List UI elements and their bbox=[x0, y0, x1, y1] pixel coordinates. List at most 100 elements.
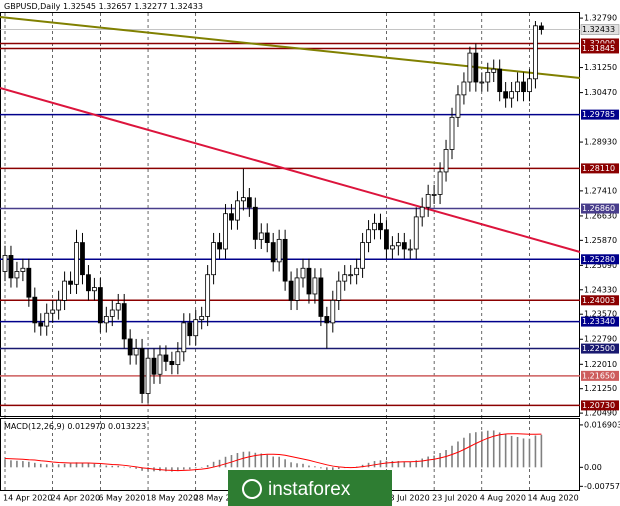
macd-bar bbox=[433, 455, 435, 468]
signal-line bbox=[4, 433, 542, 472]
candle-body bbox=[38, 322, 44, 327]
candle-body bbox=[193, 319, 199, 337]
level-tag bbox=[581, 343, 619, 354]
candle-body bbox=[515, 81, 520, 93]
macd-bar bbox=[28, 461, 30, 468]
candle-body bbox=[431, 194, 437, 196]
level-label: 1.24003 bbox=[582, 296, 615, 305]
y-tick-label: 1.22010 bbox=[584, 360, 617, 369]
candle-body bbox=[235, 200, 240, 221]
candle-body bbox=[14, 271, 20, 279]
x-tick-label: 4 Aug 2020 bbox=[480, 494, 526, 503]
candle-body bbox=[8, 255, 14, 279]
x-tick-label: 6 May 2020 bbox=[98, 494, 145, 503]
macd-bar bbox=[463, 437, 465, 468]
candle-body bbox=[282, 238, 288, 282]
macd-bar bbox=[177, 467, 179, 472]
candle-body bbox=[240, 197, 246, 202]
macd-bar bbox=[314, 466, 316, 468]
candle-body bbox=[80, 242, 85, 276]
candle-body bbox=[467, 52, 473, 83]
macd-bar bbox=[39, 463, 42, 468]
y-tick-label: 1.26630 bbox=[584, 211, 617, 220]
macd-bar bbox=[421, 458, 423, 468]
candles bbox=[2, 20, 544, 404]
macd-bar bbox=[165, 467, 167, 472]
macd-bar bbox=[278, 456, 280, 468]
x-tick-label: 24 Apr 2020 bbox=[51, 494, 100, 503]
macd-bar bbox=[93, 463, 96, 468]
macd-bar bbox=[123, 466, 125, 468]
candle-body bbox=[348, 274, 354, 277]
macd-bar bbox=[188, 467, 191, 470]
macd-bar bbox=[99, 465, 102, 468]
macd-bar bbox=[51, 464, 54, 468]
y-tick-label: 1.25090 bbox=[584, 261, 617, 270]
candle-body bbox=[300, 267, 306, 279]
level-tag bbox=[581, 370, 619, 381]
macd-bar bbox=[492, 430, 495, 468]
ohlc-open: 1.32545 bbox=[63, 2, 96, 11]
macd-bar bbox=[45, 464, 48, 468]
level-tag bbox=[581, 400, 619, 411]
candle-body bbox=[294, 277, 300, 301]
candle-body bbox=[145, 357, 151, 394]
level-label: 1.25280 bbox=[582, 255, 615, 264]
candle-body bbox=[533, 25, 538, 80]
level-label: 1.28110 bbox=[582, 164, 615, 173]
candle-body bbox=[270, 242, 276, 263]
x-tick-label: 28 May 2020 bbox=[194, 494, 246, 503]
macd-bar bbox=[248, 451, 251, 468]
candle-body bbox=[109, 309, 115, 317]
candle-body bbox=[103, 316, 109, 324]
macd-bar bbox=[540, 434, 543, 468]
candle-body bbox=[2, 255, 8, 272]
candle-body bbox=[151, 357, 157, 375]
candle-body bbox=[246, 197, 252, 208]
candle-body bbox=[157, 354, 163, 375]
macd-bar bbox=[498, 432, 501, 468]
candle-body bbox=[354, 267, 360, 276]
candle-body bbox=[175, 351, 181, 366]
candle-body bbox=[527, 78, 532, 93]
candle-body bbox=[455, 94, 461, 118]
macd-bar bbox=[129, 467, 131, 469]
macd-bar bbox=[397, 461, 400, 468]
macd-bar bbox=[218, 459, 221, 468]
candle-body bbox=[20, 267, 26, 272]
candle-body bbox=[521, 81, 526, 93]
macd-bar bbox=[230, 455, 233, 468]
price-tag bbox=[580, 24, 620, 35]
y-tick-label: 1.27410 bbox=[584, 186, 617, 195]
macd-bar bbox=[183, 467, 185, 470]
macd-bar bbox=[326, 467, 328, 471]
y-tick-label: 1.30470 bbox=[584, 88, 617, 97]
macd-bar bbox=[469, 433, 471, 468]
ohlc-high: 1.32657 bbox=[99, 2, 132, 11]
macd-title: MACD(12,26,9) 0.012970 0.013223 bbox=[4, 422, 146, 431]
candle-body bbox=[503, 91, 509, 99]
candle-body bbox=[378, 222, 383, 231]
macd-bar bbox=[332, 467, 334, 471]
candle-body bbox=[205, 274, 211, 317]
level-tag bbox=[581, 254, 619, 265]
macd-bar bbox=[522, 438, 525, 468]
y-tick-label: 1.21250 bbox=[584, 384, 617, 393]
watermark-icon bbox=[242, 479, 262, 499]
candle-body bbox=[62, 280, 67, 301]
macd-bar bbox=[427, 456, 429, 468]
candle-body bbox=[509, 91, 515, 99]
candle-body bbox=[217, 242, 222, 250]
watermark: instaforex bbox=[228, 470, 392, 506]
candle-body bbox=[68, 280, 73, 285]
candle-body bbox=[306, 267, 312, 295]
level-label: 1.21650 bbox=[582, 371, 615, 380]
ohlc-low: 1.32277 bbox=[134, 2, 167, 11]
macd-bar bbox=[510, 435, 513, 468]
candle-body bbox=[258, 232, 264, 240]
candle-body bbox=[115, 303, 121, 311]
candle-body bbox=[497, 68, 503, 93]
macd-bar bbox=[87, 463, 90, 468]
candle-body bbox=[56, 299, 62, 311]
price-pane bbox=[0, 12, 580, 417]
